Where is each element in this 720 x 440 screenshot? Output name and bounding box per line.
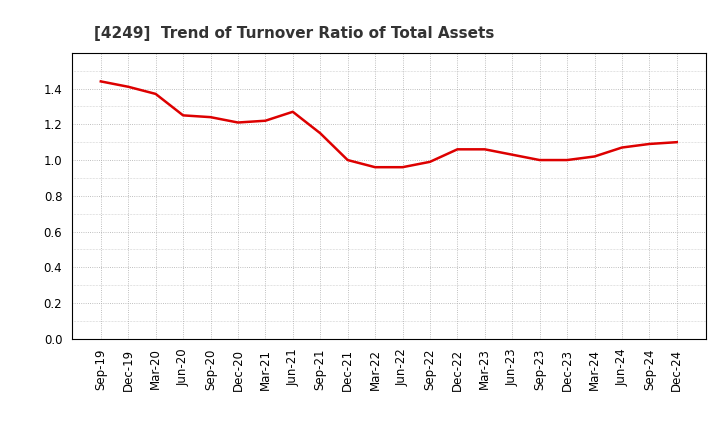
Text: [4249]  Trend of Turnover Ratio of Total Assets: [4249] Trend of Turnover Ratio of Total … (94, 26, 494, 41)
